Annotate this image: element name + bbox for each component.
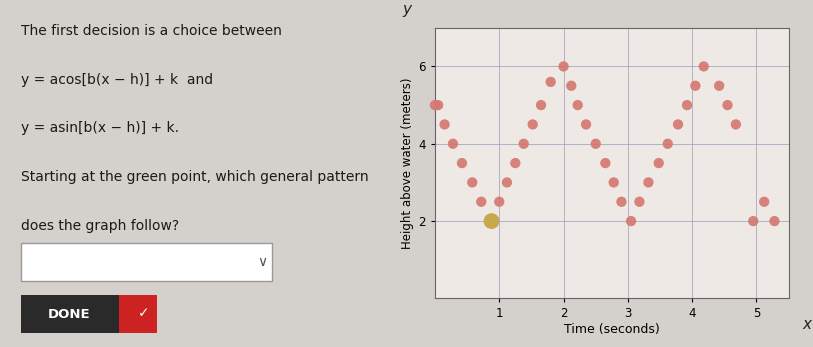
Text: ✓: ✓ [138,306,150,320]
Text: y: y [402,2,411,17]
Point [475,199,488,204]
Point [721,102,734,108]
Point [633,199,646,204]
Point [544,79,557,85]
Point [615,199,628,204]
Point [557,64,570,69]
Point [493,199,506,204]
Text: ∨: ∨ [258,255,267,269]
Point [661,141,674,146]
Point [455,160,468,166]
Point [713,83,726,88]
Point [698,64,711,69]
Point [689,83,702,88]
Point [599,160,612,166]
Point [501,180,514,185]
Point [624,218,637,224]
Point [589,141,602,146]
Text: The first decision is a choice between: The first decision is a choice between [21,24,282,38]
Point [652,160,665,166]
Point [485,218,498,224]
Point [466,180,479,185]
Point [428,102,441,108]
Point [607,180,620,185]
Y-axis label: Height above water (meters): Height above water (meters) [402,77,415,249]
Text: y = acos[b(x − h)] + k  and: y = acos[b(x − h)] + k and [21,73,213,87]
Text: DONE: DONE [48,307,91,321]
Point [446,141,459,146]
FancyBboxPatch shape [120,295,157,333]
Text: does the graph follow?: does the graph follow? [21,219,179,232]
Text: x: x [802,318,811,332]
Point [680,102,693,108]
Text: Starting at the green point, which general pattern: Starting at the green point, which gener… [21,170,368,184]
Point [747,218,760,224]
Point [438,122,451,127]
Point [535,102,548,108]
Point [517,141,530,146]
Point [565,83,578,88]
Point [768,218,781,224]
Point [642,180,655,185]
Point [432,102,445,108]
Text: y = asin[b(x − h)] + k.: y = asin[b(x − h)] + k. [21,121,179,135]
Point [758,199,771,204]
FancyBboxPatch shape [21,295,120,333]
Point [729,122,742,127]
Point [572,102,585,108]
X-axis label: Time (seconds): Time (seconds) [564,323,659,336]
FancyBboxPatch shape [21,243,272,281]
Point [580,122,593,127]
Point [672,122,685,127]
Point [509,160,522,166]
Point [526,122,539,127]
